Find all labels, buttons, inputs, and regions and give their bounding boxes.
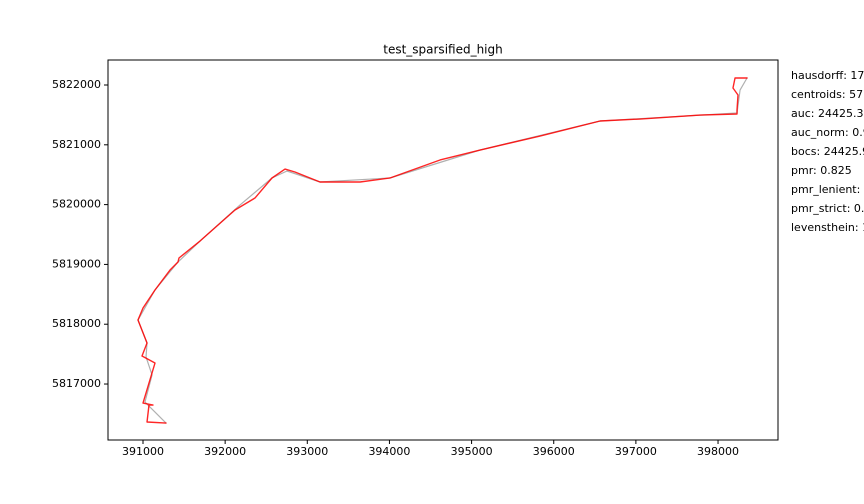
metric-annotation: centroids: 57.3 (791, 88, 864, 101)
x-tick-label: 395000 (451, 445, 493, 458)
metric-annotation: pmr: 0.825 (791, 164, 852, 177)
metric-annotation: auc: 24425.32 (791, 107, 864, 120)
y-tick-label: 5817000 (52, 377, 101, 390)
chart-title: test_sparsified_high (383, 43, 503, 57)
trace-line (137, 77, 748, 424)
x-tick-label: 398000 (697, 445, 739, 458)
y-tick-label: 5821000 (52, 138, 101, 151)
x-tick-label: 392000 (204, 445, 246, 458)
metric-annotation: hausdorff: 174 (791, 69, 864, 82)
x-tick-label: 393000 (286, 445, 328, 458)
plot-area (137, 77, 748, 424)
metric-annotation: levensthein: 1 (791, 221, 864, 234)
x-tick-label: 397000 (615, 445, 657, 458)
y-tick-label: 5818000 (52, 317, 101, 330)
y-tick-label: 5822000 (52, 78, 101, 91)
y-tick-label: 5819000 (52, 257, 101, 270)
y-tick-label: 5820000 (52, 198, 101, 211)
metric-annotation: auc_norm: 0.9 (791, 126, 864, 139)
metric-annotation: pmr_strict: 0.6 (791, 202, 864, 215)
x-tick-label: 391000 (122, 445, 164, 458)
x-tick-label: 396000 (533, 445, 575, 458)
metric-annotation: pmr_lenient: 0 (791, 183, 864, 196)
axes-frame (107, 59, 779, 441)
metric-annotation: bocs: 24425.95 (791, 145, 864, 158)
x-tick-label: 394000 (368, 445, 410, 458)
